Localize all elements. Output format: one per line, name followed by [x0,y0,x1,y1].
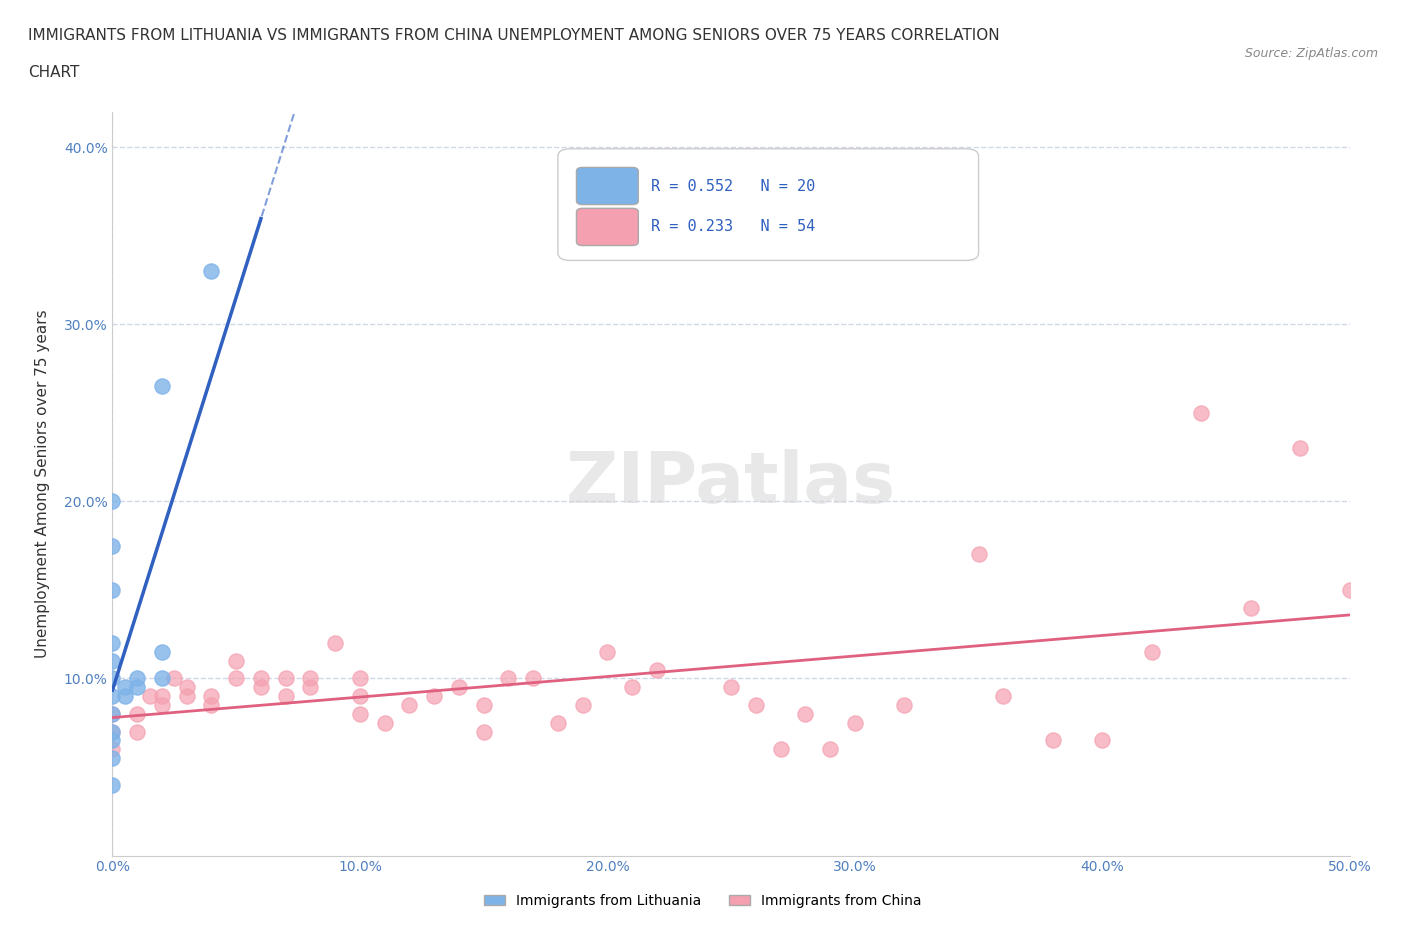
Immigrants from China [844,715,866,730]
Immigrants from China [893,698,915,712]
Immigrants from China [547,715,569,730]
Immigrants from Lithuania [101,538,124,553]
Immigrants from China [176,680,198,695]
Immigrants from China [1339,582,1361,597]
Immigrants from China [200,698,222,712]
Immigrants from China [349,707,371,722]
Text: ZIPatlas: ZIPatlas [567,449,896,518]
Immigrants from China [225,671,247,686]
Immigrants from China [423,689,446,704]
Immigrants from China [176,689,198,704]
Immigrants from Lithuania [101,582,124,597]
FancyBboxPatch shape [576,208,638,246]
Immigrants from Lithuania [101,707,124,722]
Immigrants from China [398,698,420,712]
Immigrants from China [349,671,371,686]
FancyBboxPatch shape [576,167,638,205]
Immigrants from Lithuania [101,733,124,748]
Immigrants from China [472,724,495,739]
Immigrants from China [127,707,149,722]
Immigrants from China [299,680,322,695]
Y-axis label: Unemployment Among Seniors over 75 years: Unemployment Among Seniors over 75 years [35,310,49,658]
Immigrants from China [299,671,322,686]
Immigrants from China [323,635,346,650]
Legend: Immigrants from Lithuania, Immigrants from China: Immigrants from Lithuania, Immigrants fr… [478,889,928,914]
Immigrants from China [794,707,817,722]
Immigrants from China [769,742,792,757]
Immigrants from China [274,689,297,704]
Immigrants from Lithuania [127,680,149,695]
Immigrants from China [571,698,593,712]
Immigrants from China [720,680,742,695]
Immigrants from Lithuania [101,689,124,704]
Immigrants from China [163,671,186,686]
Immigrants from China [138,689,160,704]
Immigrants from China [621,680,644,695]
Immigrants from Lithuania [101,777,124,792]
Immigrants from Lithuania [101,653,124,668]
Immigrants from China [967,547,990,562]
Immigrants from China [1189,405,1212,420]
Immigrants from China [250,680,273,695]
Immigrants from China [447,680,470,695]
Immigrants from China [596,644,619,659]
Immigrants from Lithuania [150,379,173,393]
Immigrants from Lithuania [101,724,124,739]
Immigrants from China [1140,644,1163,659]
Immigrants from China [374,715,396,730]
Immigrants from China [1240,600,1263,615]
Immigrants from Lithuania [200,263,222,278]
Immigrants from China [101,707,124,722]
Text: Source: ZipAtlas.com: Source: ZipAtlas.com [1244,46,1378,60]
Immigrants from China [745,698,768,712]
Immigrants from China [993,689,1015,704]
Immigrants from China [645,662,668,677]
Immigrants from China [1091,733,1114,748]
Immigrants from China [150,689,173,704]
FancyBboxPatch shape [558,149,979,260]
Immigrants from China [200,689,222,704]
Immigrants from Lithuania [101,671,124,686]
Immigrants from Lithuania [150,671,173,686]
Immigrants from Lithuania [150,644,173,659]
Immigrants from Lithuania [127,671,149,686]
Immigrants from China [472,698,495,712]
Immigrants from China [101,742,124,757]
Immigrants from Lithuania [114,680,136,695]
Immigrants from China [101,724,124,739]
Immigrants from China [225,653,247,668]
Immigrants from Lithuania [114,689,136,704]
Immigrants from China [349,689,371,704]
Immigrants from Lithuania [101,751,124,765]
Text: CHART: CHART [28,65,80,80]
Immigrants from Lithuania [101,635,124,650]
Immigrants from China [127,724,149,739]
Text: R = 0.233   N = 54: R = 0.233 N = 54 [651,219,815,234]
Immigrants from Lithuania [101,494,124,509]
Immigrants from China [1289,441,1312,456]
Immigrants from China [1042,733,1064,748]
Text: IMMIGRANTS FROM LITHUANIA VS IMMIGRANTS FROM CHINA UNEMPLOYMENT AMONG SENIORS OV: IMMIGRANTS FROM LITHUANIA VS IMMIGRANTS … [28,28,1000,43]
Immigrants from China [522,671,544,686]
Immigrants from China [498,671,520,686]
Text: R = 0.552   N = 20: R = 0.552 N = 20 [651,179,815,193]
Immigrants from China [818,742,841,757]
Immigrants from China [150,698,173,712]
Immigrants from China [250,671,273,686]
Immigrants from China [274,671,297,686]
